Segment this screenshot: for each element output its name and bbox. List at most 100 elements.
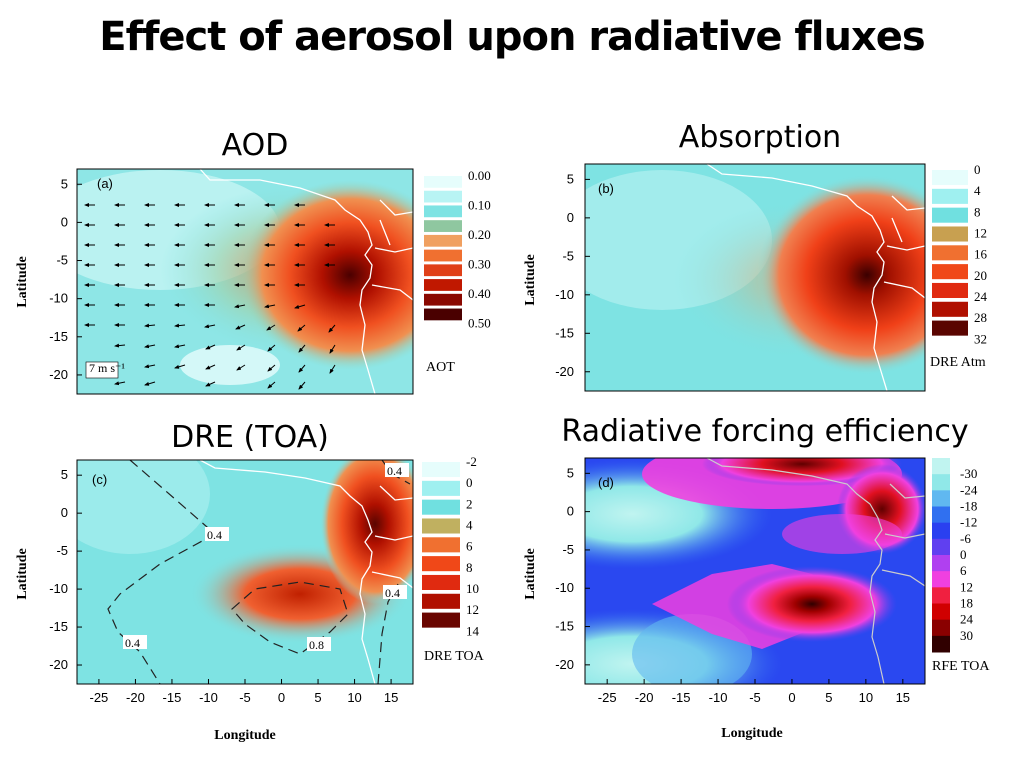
contour-label-1: 0.4 xyxy=(207,528,222,542)
colorbar-swatch xyxy=(932,282,968,298)
colorbar-tick-label: 12 xyxy=(466,602,479,617)
colorbar-swatch xyxy=(932,522,950,540)
x-tick-label: -15 xyxy=(672,690,691,705)
x-tick-label: -10 xyxy=(199,690,218,705)
panel-title-rfe: Radiative forcing efficiency xyxy=(561,414,969,449)
colorbar-tick-label: 0 xyxy=(974,162,981,177)
coastline-a xyxy=(199,169,413,394)
y-tick-label: -10 xyxy=(49,581,68,596)
y-tick-label: -10 xyxy=(49,291,68,306)
colorbar-tick-label: 32 xyxy=(974,331,987,346)
colorbar-swatch xyxy=(424,220,462,232)
wind-arrows xyxy=(84,203,336,390)
colorbar-swatch xyxy=(424,176,462,188)
colorbar-tick-label: 6 xyxy=(466,539,473,554)
coastline-b xyxy=(706,164,925,391)
colorbar-tick-label: 8 xyxy=(974,204,981,219)
colorbar-swatch xyxy=(932,474,950,491)
x-tick-label: -5 xyxy=(749,690,761,705)
x-tick-label: 15 xyxy=(896,690,910,705)
y-tick-label: -20 xyxy=(49,367,68,382)
y-axis-label-d: Latitude xyxy=(523,548,538,599)
y-tick-label: 5 xyxy=(567,171,574,186)
colorbar-swatch xyxy=(932,571,950,588)
y-tick-label: 5 xyxy=(61,467,68,482)
colorbar-swatch xyxy=(424,308,462,321)
colorbar-swatch xyxy=(422,462,460,478)
y-tick-label: 0 xyxy=(567,210,574,225)
y-tick-label: -10 xyxy=(555,580,574,595)
colorbar-swatch xyxy=(424,205,462,218)
y-tick-label: 0 xyxy=(61,214,68,229)
y-tick-label: 5 xyxy=(567,465,574,480)
colorbar-swatch xyxy=(422,556,460,572)
contour-label-5: 0.8 xyxy=(309,638,324,652)
colorbar-tick-label: -24 xyxy=(960,482,978,497)
y-tick-label: 0 xyxy=(61,505,68,520)
slide-title: Effect of aerosol upon radiative fluxes xyxy=(99,14,925,60)
wind-scale-label: 7 m s⁻¹ xyxy=(89,361,125,375)
colorbar-tick-label: 20 xyxy=(974,268,987,283)
colorbar-tick-label: 16 xyxy=(974,247,988,262)
x-tick-label: -5 xyxy=(239,690,251,705)
x-tick-label: 10 xyxy=(859,690,873,705)
colorbar-tick-label: 14 xyxy=(466,623,480,638)
y-tick-label: -20 xyxy=(555,657,574,672)
y-tick-label: -15 xyxy=(49,329,68,344)
colorbar-tick-label: 24 xyxy=(974,289,988,304)
colorbar-tick-label: 0.30 xyxy=(468,256,491,271)
colorbar-label-c: DRE TOA xyxy=(424,649,485,664)
colorbar-tick-label: 24 xyxy=(960,612,974,627)
colorbar-swatch xyxy=(422,574,460,590)
x-axis-label-c: Longitude xyxy=(214,728,275,743)
colorbar-tick-label: 0 xyxy=(466,475,473,490)
colorbar-swatch xyxy=(422,499,460,515)
y-tick-label: -5 xyxy=(562,542,574,557)
colorbar-tick-label: 10 xyxy=(466,581,479,596)
colorbar-swatch xyxy=(424,264,462,277)
colorbar-swatch xyxy=(422,537,460,553)
contour-label-3: 0.4 xyxy=(385,586,400,600)
y-tick-label: -5 xyxy=(56,543,68,558)
colorbar-tick-label: -12 xyxy=(960,515,977,530)
colorbar-tick-label: 0.10 xyxy=(468,197,491,212)
chart-panel-d: (d) Latitude Longitude 5 0 -5 -10 -15 -20 -25… xyxy=(523,457,990,741)
colorbar-swatch xyxy=(932,603,950,621)
x-tick-label: 10 xyxy=(347,690,361,705)
colorbar-tick-label: 4 xyxy=(466,518,473,533)
colorbar-swatch xyxy=(932,458,950,475)
x-tick-label: -20 xyxy=(635,690,654,705)
colorbar-tick-label: -18 xyxy=(960,499,977,514)
colorbar-tick-label: 8 xyxy=(466,560,473,575)
colorbar-tick-label: 0.40 xyxy=(468,286,491,301)
y-axis-label-a: Latitude xyxy=(15,256,30,307)
colorbar-swatch xyxy=(932,320,968,336)
panel-label-b: (b) xyxy=(598,181,614,196)
panel-label-a: (a) xyxy=(97,176,113,191)
colorbar-tick-label: 0 xyxy=(960,547,967,562)
y-tick-label: 0 xyxy=(567,504,574,519)
colorbar-tick-label: 28 xyxy=(974,310,987,325)
colorbar-swatch xyxy=(932,538,950,556)
y-axis-label-b: Latitude xyxy=(523,254,538,305)
x-tick-label: 0 xyxy=(278,690,285,705)
coastline-c xyxy=(199,460,413,684)
chart-panel-c: 0.4 0.4 0.4 0.4 0.8 (c) Latitude Longitu… xyxy=(15,454,485,743)
colorbar-swatch xyxy=(424,279,462,291)
colorbar-tick-label: 12 xyxy=(974,226,987,241)
colorbar-tick-label: 0.50 xyxy=(468,315,491,330)
colorbar-swatch xyxy=(424,234,462,247)
colorbar-swatch xyxy=(932,264,968,280)
colorbar-swatch xyxy=(932,635,950,653)
colorbar-swatch xyxy=(422,612,460,628)
y-tick-label: -15 xyxy=(555,619,574,634)
colorbar-tick-label: 2 xyxy=(466,496,473,511)
colorbar-tick-label: 0.20 xyxy=(468,227,491,242)
panel-title-dre-toa: DRE (TOA) xyxy=(171,420,329,455)
y-tick-label: -5 xyxy=(562,248,574,263)
x-tick-label: -20 xyxy=(126,690,145,705)
chart-panel-b: (b) Latitude 5 0 -5 -10 -15 -20 0 4 8 12 16 20 24 28… xyxy=(523,162,988,392)
colorbar-tick-label: 0.00 xyxy=(468,168,491,183)
colorbar-tick-label: 12 xyxy=(960,579,973,594)
y-axis-label-c: Latitude xyxy=(15,548,30,599)
